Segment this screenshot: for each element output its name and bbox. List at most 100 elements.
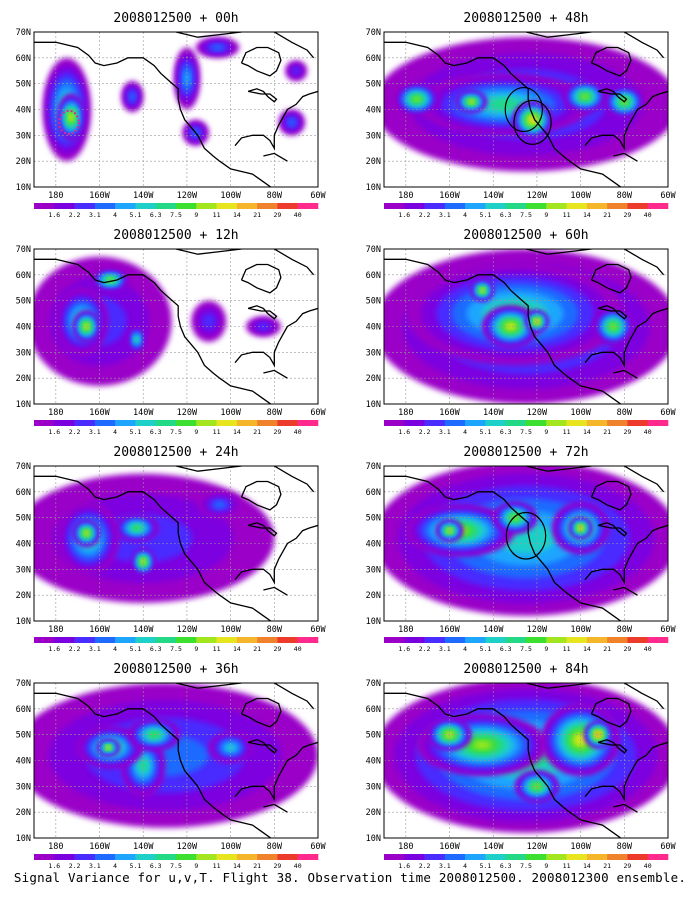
map-panel: 2008012500 + 00h 10N 20N 30N 40N 50N 60N 70N 180…: [16, 11, 327, 219]
x-tick-label: 160W: [439, 625, 460, 635]
colorbar-swatch: [424, 420, 446, 426]
coastline: [623, 249, 665, 276]
signal-variance-field: [34, 683, 318, 838]
x-tick-label: 120W: [527, 408, 548, 418]
colorbar-swatch: [546, 854, 567, 860]
colorbar-label: 14: [583, 862, 591, 870]
colorbar-label: 3.1: [89, 645, 101, 653]
colorbar-swatch: [586, 637, 608, 643]
map-panel: 2008012500 + 48h 10N 20N 30N 40N 50N 60N 70N 180…: [366, 11, 677, 219]
colorbar-swatch: [485, 420, 507, 426]
colorbar-swatch: [176, 203, 197, 209]
panel-title: 2008012500 + 00h: [113, 11, 238, 26]
colorbar-swatch: [505, 854, 527, 860]
variance-contour: [292, 66, 301, 75]
colorbar-label: 1.6: [398, 645, 410, 653]
colorbar-label: 14: [583, 211, 591, 219]
variance-contour: [139, 760, 147, 771]
x-tick-label: 160W: [439, 842, 460, 852]
colorbar-swatch: [444, 203, 466, 209]
x-tick-label: 160W: [89, 842, 110, 852]
colorbar-swatch: [176, 420, 197, 426]
x-tick-label: 60W: [310, 625, 326, 635]
x-tick-label: 160W: [89, 625, 110, 635]
colorbar-label: 21: [253, 645, 261, 653]
x-tick-label: 100W: [570, 408, 591, 418]
map-panel: 2008012500 + 36h 10N 20N 30N 40N 50N 60N 70N 180…: [16, 662, 327, 870]
x-tick-label: 140W: [133, 842, 154, 852]
colorbar-label: 3.1: [439, 211, 451, 219]
y-tick-label: 20N: [366, 157, 381, 167]
y-tick-label: 10N: [366, 183, 381, 193]
colorbar-label: 40: [294, 428, 302, 436]
colorbar-swatch: [216, 854, 238, 860]
colorbar-label: 21: [603, 428, 611, 436]
y-tick-label: 30N: [366, 782, 381, 792]
colorbar-swatch: [404, 854, 425, 860]
signal-variance-field: [34, 32, 318, 187]
colorbar-swatch: [546, 420, 567, 426]
colorbar-label: 4: [113, 211, 117, 219]
y-tick-label: 10N: [16, 617, 31, 627]
colorbar-swatch: [34, 203, 55, 209]
x-tick-label: 100W: [570, 191, 591, 201]
variance-contour: [489, 99, 519, 110]
coastline: [597, 88, 628, 103]
coastline: [273, 683, 315, 710]
map-panel: 2008012500 + 72h 10N 20N 30N 40N 50N 60N 70N 180…: [366, 445, 677, 653]
colorbar-swatch: [627, 420, 649, 426]
y-tick-label: 60N: [16, 488, 31, 498]
x-tick-label: 100W: [220, 408, 241, 418]
colorbar-swatch: [277, 203, 299, 209]
coastline: [34, 258, 272, 404]
x-tick-label: 100W: [570, 842, 591, 852]
x-tick-label: 120W: [177, 191, 198, 201]
colorbar-swatch: [465, 420, 486, 426]
y-tick-label: 40N: [16, 323, 31, 333]
y-tick-label: 20N: [16, 157, 31, 167]
colorbar-swatch: [465, 854, 486, 860]
colorbar-swatch: [155, 203, 177, 209]
colorbar-label: 21: [603, 211, 611, 219]
x-tick-label: 80W: [617, 625, 633, 635]
colorbar-swatch: [196, 637, 217, 643]
x-tick-label: 80W: [267, 408, 283, 418]
x-tick-label: 120W: [177, 625, 198, 635]
coastline: [247, 739, 278, 754]
colorbar-label: 11: [563, 211, 571, 219]
variance-contour: [141, 559, 146, 564]
colorbar-label: 7.5: [170, 645, 182, 653]
x-tick-label: 140W: [483, 191, 504, 201]
y-tick-label: 40N: [16, 757, 31, 767]
y-tick-label: 60N: [366, 488, 381, 498]
map-panel: 2008012500 + 24h 10N 20N 30N 40N 50N 60N 70N 180…: [16, 445, 327, 653]
colorbar-swatch: [115, 854, 136, 860]
colorbar-label: 7.5: [520, 428, 532, 436]
x-tick-label: 140W: [483, 625, 504, 635]
colorbar-label: 3.1: [439, 862, 451, 870]
colorbar-label: 6.3: [150, 645, 162, 653]
colorbar-label: 29: [274, 211, 282, 219]
colorbar-swatch: [94, 203, 116, 209]
colorbar-label: 29: [274, 428, 282, 436]
x-tick-label: 140W: [483, 408, 504, 418]
colorbar-label: 6.3: [500, 211, 512, 219]
coastline: [247, 88, 278, 103]
x-tick-label: 180: [398, 625, 413, 635]
colorbar-label: 3.1: [89, 428, 101, 436]
variance-contour: [480, 288, 485, 293]
colorbar-swatch: [54, 854, 75, 860]
map-frame: [383, 682, 669, 839]
coastline: [234, 90, 318, 151]
coastline: [623, 32, 665, 59]
colorbar-label: 21: [603, 645, 611, 653]
colorbar-swatch: [216, 420, 238, 426]
colorbar-label: 4: [463, 211, 467, 219]
coastline: [525, 32, 592, 38]
colorbar-swatch: [277, 420, 299, 426]
y-tick-label: 70N: [366, 679, 381, 689]
x-tick-label: 60W: [310, 191, 326, 201]
colorbar-swatch: [155, 420, 177, 426]
y-tick-label: 20N: [366, 591, 381, 601]
colorbar-label: 11: [563, 428, 571, 436]
